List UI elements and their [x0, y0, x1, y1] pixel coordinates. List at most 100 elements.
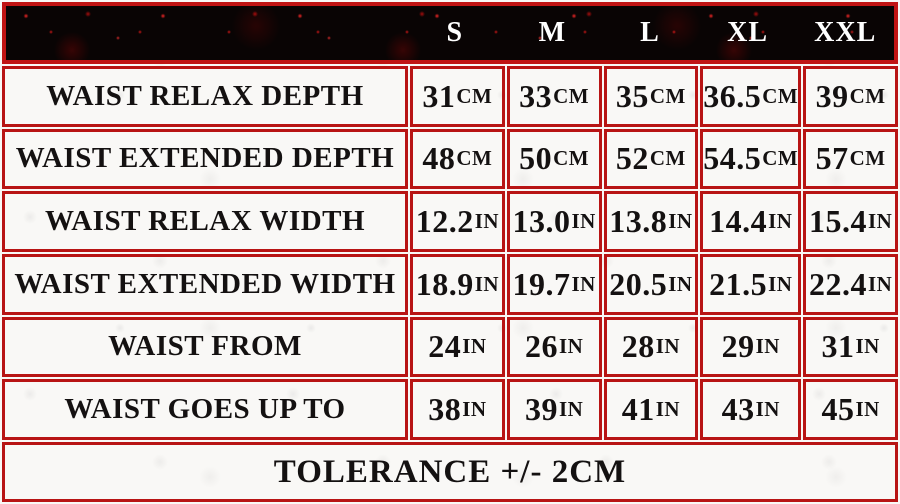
value-cell: 13.0 IN [506, 191, 602, 252]
value-unit: CM [649, 146, 686, 171]
value-number: 21.5 [709, 265, 768, 302]
value-unit: CM [762, 83, 799, 108]
value-number: 28 [621, 328, 655, 365]
value-unit: IN [474, 209, 500, 234]
value-number: 41 [621, 391, 655, 428]
value-number: 48 [422, 140, 456, 177]
value-number: 54.5 [703, 140, 762, 177]
row-label-waist-from: WAIST FROM [2, 316, 408, 378]
size-col-xxl: XXL [814, 17, 877, 48]
row-label-waist-extended-depth: WAIST EXTENDED DEPTH [2, 128, 408, 190]
value-number: 39 [815, 77, 849, 114]
size-col-l: L [640, 17, 660, 48]
value-number: 38 [428, 391, 462, 428]
value-number: 31 [422, 77, 456, 114]
value-cell: 28 IN [603, 316, 699, 378]
value-cell: 19.7 IN [506, 254, 602, 315]
size-col-xl: XL [727, 17, 769, 48]
value-number: 43 [721, 391, 755, 428]
value-cell: 26 IN [506, 316, 602, 378]
value-unit: IN [462, 334, 487, 359]
value-number: 29 [721, 328, 755, 365]
value-number: 13.0 [512, 203, 571, 240]
value-unit: IN [668, 271, 693, 296]
value-cell: 39 CM [803, 66, 898, 127]
value-unit: IN [558, 397, 584, 422]
value-unit: CM [456, 146, 493, 171]
value-cell: 35 CM [603, 66, 699, 127]
value-cell: 15.4 IN [803, 191, 898, 252]
row-label-waist-goes-up-to: WAIST GOES UP TO [2, 379, 408, 440]
value-cell: 13.8 IN [603, 191, 699, 252]
value-unit: IN [768, 209, 793, 234]
value-cell: 24 IN [410, 316, 505, 378]
value-unit: CM [762, 146, 799, 171]
value-number: 31 [821, 328, 855, 365]
value-number: 26 [524, 328, 558, 365]
value-number: 13.8 [609, 203, 668, 240]
value-unit: IN [768, 271, 793, 296]
value-number: 24 [428, 328, 462, 365]
value-cell: 20.5 IN [603, 254, 699, 315]
value-cell: 29 IN [700, 316, 802, 378]
value-cell: 14.4 IN [700, 191, 802, 252]
value-unit: IN [462, 397, 487, 422]
value-number: 14.4 [709, 203, 768, 240]
value-cell: 52 CM [603, 128, 699, 190]
row-label-waist-extended-width: WAIST EXTENDED WIDTH [2, 254, 408, 315]
size-header-row: S M L XL XXL [2, 2, 898, 64]
value-unit: CM [849, 83, 886, 108]
value-cell: 43 IN [700, 379, 802, 440]
value-number: 50 [519, 140, 553, 177]
value-cell: 31 IN [803, 316, 898, 378]
value-cell: 38 IN [410, 379, 505, 440]
value-number: 45 [821, 391, 855, 428]
value-cell: 21.5 IN [700, 254, 802, 315]
value-number: 36.5 [703, 77, 762, 114]
value-unit: CM [849, 146, 886, 171]
value-cell: 50 CM [506, 128, 602, 190]
value-unit: IN [867, 209, 893, 234]
value-unit: IN [655, 334, 681, 359]
tolerance-note: TOLERANCE +/- 2CM [2, 442, 898, 502]
value-unit: CM [553, 146, 590, 171]
value-number: 52 [615, 140, 649, 177]
value-cell: 31 CM [410, 66, 505, 127]
value-number: 33 [519, 77, 553, 114]
value-unit: IN [855, 334, 880, 359]
value-unit: IN [668, 209, 693, 234]
value-unit: IN [755, 397, 780, 422]
value-number: 57 [815, 140, 849, 177]
value-cell: 22.4 IN [803, 254, 898, 315]
value-unit: CM [553, 83, 590, 108]
value-unit: IN [855, 397, 880, 422]
value-number: 22.4 [808, 265, 867, 302]
value-cell: 12.2 IN [410, 191, 505, 252]
value-number: 12.2 [415, 203, 474, 240]
value-cell: 48 CM [410, 128, 505, 190]
value-number: 15.4 [808, 203, 867, 240]
value-unit: IN [867, 271, 893, 296]
value-cell: 45 IN [803, 379, 898, 440]
size-col-m: M [538, 17, 567, 48]
value-cell: 41 IN [603, 379, 699, 440]
value-unit: CM [456, 83, 493, 108]
value-unit: IN [571, 271, 596, 296]
row-label-waist-relax-width: WAIST RELAX WIDTH [2, 191, 408, 252]
value-unit: IN [558, 334, 584, 359]
value-cell: 54.5 CM [700, 128, 802, 190]
size-col-s: S [446, 17, 464, 48]
value-number: 39 [524, 391, 558, 428]
value-cell: 36.5 CM [700, 66, 802, 127]
value-unit: IN [474, 271, 500, 296]
value-cell: 18.9 IN [410, 254, 505, 315]
value-unit: IN [571, 209, 596, 234]
value-number: 20.5 [609, 265, 668, 302]
row-label-waist-relax-depth: WAIST RELAX DEPTH [2, 66, 408, 127]
value-unit: IN [655, 397, 681, 422]
value-cell: 57 CM [803, 128, 898, 190]
value-unit: IN [755, 334, 780, 359]
value-number: 19.7 [512, 265, 571, 302]
value-unit: CM [649, 83, 686, 108]
